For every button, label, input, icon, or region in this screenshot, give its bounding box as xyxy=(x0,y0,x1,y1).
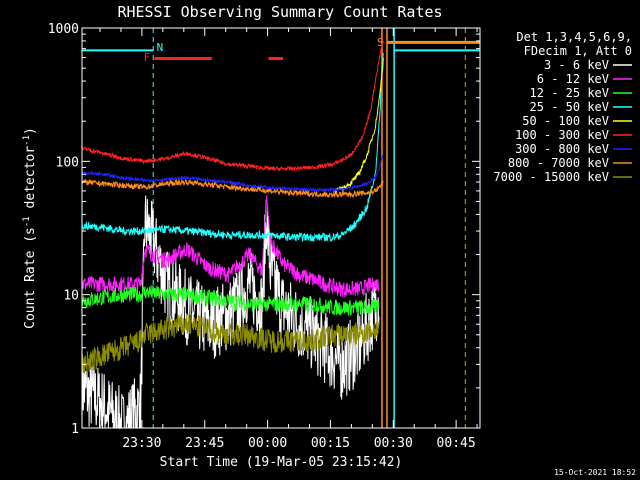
y-tick-label: 1 xyxy=(71,422,79,437)
legend-label: 25 - 50 keV xyxy=(530,100,609,114)
plot-frame xyxy=(81,27,481,429)
series-line xyxy=(81,41,384,173)
annotation-f: F xyxy=(144,51,151,64)
y-axis-label-part-3: ) xyxy=(23,127,38,135)
series-line xyxy=(81,313,380,374)
legend-label: 800 - 7000 keV xyxy=(508,156,609,170)
series-line xyxy=(332,58,385,194)
y-axis-label-part-2: detector xyxy=(23,146,38,217)
x-tick-label: 23:45 xyxy=(185,436,224,451)
series-line xyxy=(81,195,380,430)
series-line xyxy=(81,285,380,317)
series-line xyxy=(81,195,380,298)
y-tick-label: 100 xyxy=(56,155,79,170)
x-tick-label: 00:45 xyxy=(437,436,476,451)
series-layer xyxy=(81,41,385,430)
x-tick-label: 23:30 xyxy=(122,436,161,451)
legend-label: 3 - 6 keV xyxy=(544,58,609,72)
y-axis-label-part-1: Count Rate (s xyxy=(23,227,38,329)
plot-area: NF S xyxy=(81,27,481,430)
y-axis-label-sup-1: -1 xyxy=(22,216,32,227)
legend-label: 50 - 100 keV xyxy=(522,114,609,128)
x-tick-label: 00:30 xyxy=(374,436,413,451)
legend-label: 12 - 25 keV xyxy=(530,86,609,100)
y-axis-label: Count Rate (s-1 detector-1) xyxy=(22,127,38,329)
legend: Det 1,3,4,5,6,9, FDecim 1, Att 0 3 - 6 k… xyxy=(493,30,632,184)
y-tick-label: 1000 xyxy=(48,22,79,37)
y-tick-label: 10 xyxy=(63,289,79,304)
legend-label: 300 - 800 keV xyxy=(515,142,609,156)
annotation-s: S xyxy=(377,36,384,49)
x-tick-label: 00:15 xyxy=(311,436,350,451)
chart-title: RHESSI Observing Summary Count Rates xyxy=(117,3,442,21)
legend-label: 7000 - 15000 keV xyxy=(493,170,609,184)
timestamp: 15-Oct-2021 18:52 xyxy=(554,468,636,477)
legend-header-2: FDecim 1, Att 0 xyxy=(524,44,632,58)
series-line xyxy=(81,178,384,199)
y-axis-label-sup-2: -1 xyxy=(22,135,32,146)
series-line xyxy=(81,52,384,243)
legend-label: 6 - 12 keV xyxy=(537,72,609,86)
axis-ticks xyxy=(82,27,480,429)
annotation-n: N xyxy=(157,41,164,54)
legend-label: 100 - 300 keV xyxy=(515,128,609,142)
series-line xyxy=(81,152,384,194)
x-axis-label: Start Time (19-Mar-05 23:15:42) xyxy=(160,455,403,470)
legend-header-1: Det 1,3,4,5,6,9, xyxy=(516,30,632,44)
x-tick-label: 00:00 xyxy=(248,436,287,451)
